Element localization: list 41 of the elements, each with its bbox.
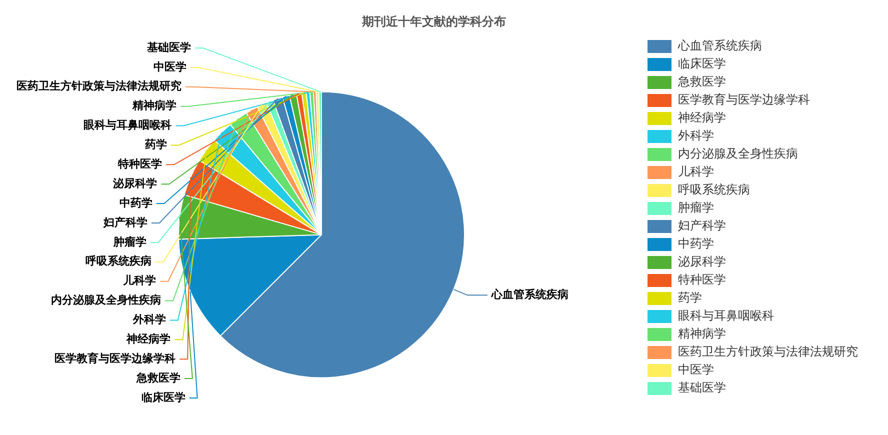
legend-label: 基础医学: [678, 380, 726, 395]
legend-label: 急救医学: [677, 74, 726, 89]
slice-label: 临床医学: [141, 390, 186, 404]
legend-label: 内分泌腺及全身性疾病: [678, 146, 798, 161]
legend-label: 泌尿科学: [678, 254, 726, 269]
legend-label: 特种医学: [678, 272, 726, 287]
slice-label: 妇产科学: [102, 216, 148, 229]
slice-label: 中药学: [119, 196, 152, 210]
legend-label: 中药学: [678, 236, 714, 251]
legend-label: 儿科学: [678, 164, 714, 179]
slice-label: 精神病学: [132, 99, 177, 112]
legend-label: 外科学: [678, 128, 714, 143]
slice-label: 中医学: [153, 60, 186, 74]
slice-label: 急救医学: [135, 371, 180, 384]
slice-label: 儿科学: [122, 274, 156, 288]
legend-label: 妇产科学: [678, 218, 726, 233]
legend-label: 眼科与耳鼻咽喉科: [678, 308, 774, 323]
slice-label: 肿瘤学: [112, 235, 146, 248]
legend-label: 肿瘤学: [678, 200, 714, 215]
slice-label: 医药卫生方针政策与法律法规研究: [16, 80, 182, 93]
slice-label: 特种医学: [117, 158, 162, 171]
slice-label: 外科学: [132, 313, 166, 326]
legend-label: 心血管系统疾病: [677, 38, 762, 53]
chart-title: 期刊近十年文献的学科分布: [361, 14, 506, 28]
legend-label: 临床医学: [678, 56, 726, 71]
slice-label: 呼吸系统疾病: [85, 254, 152, 268]
legend-label: 神经病学: [678, 110, 726, 125]
slice-label: 内分泌腺及全身性疾病: [51, 294, 162, 307]
legend-label: 药学: [678, 290, 702, 305]
slice-label: 眼科与耳鼻咽喉科: [84, 118, 172, 132]
slice-label: 药学: [144, 138, 167, 152]
legend-label: 医学教育与医学边缘学科: [678, 92, 810, 107]
slice-label: 泌尿科学: [112, 176, 158, 190]
legend-label: 医药卫生方针政策与法律法规研究: [678, 344, 858, 359]
legend-label: 呼吸系统疾病: [678, 182, 750, 197]
legend-label: 中医学: [678, 362, 714, 377]
slice-label: 神经病学: [126, 332, 171, 346]
slice-label: 基础医学: [146, 40, 192, 54]
legend-label: 精神病学: [678, 326, 726, 341]
slice-label: 心血管系统疾病: [490, 288, 568, 302]
slice-label: 医学教育与医学边缘学科: [54, 352, 176, 365]
